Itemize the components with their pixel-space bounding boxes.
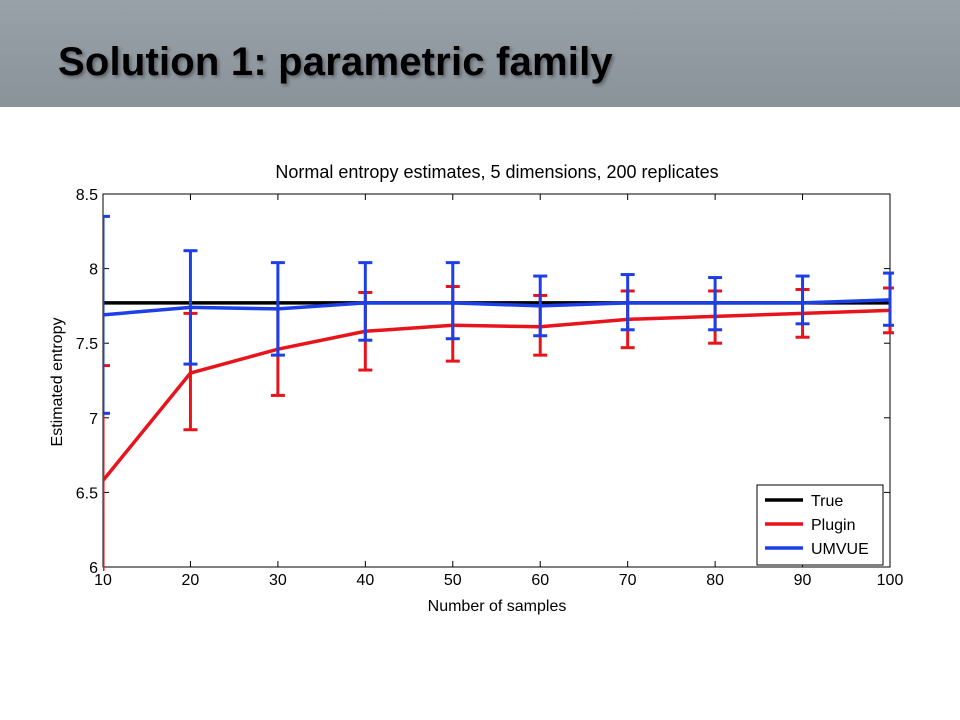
x-tick-label: 90 [794, 572, 812, 589]
y-tick-label: 8.5 [76, 187, 98, 204]
y-tick-label: 7 [89, 411, 98, 428]
x-tick-label: 100 [877, 572, 904, 589]
x-tick-label: 70 [619, 572, 637, 589]
y-tick-label: 6.5 [76, 485, 98, 502]
umvue-series-group [103, 214, 894, 415]
slide-title: Solution 1: parametric family [58, 40, 613, 84]
title-band [0, 0, 960, 107]
legend-label-plugin: Plugin [811, 517, 855, 534]
umvue-line [103, 298, 891, 317]
legend-label-true: True [811, 493, 843, 510]
x-tick-label: 20 [182, 572, 200, 589]
legend-label-umvue: UMVUE [811, 541, 869, 558]
x-tick-label: 60 [531, 572, 549, 589]
x-tick-label: 80 [706, 572, 724, 589]
y-tick-label: 6 [89, 560, 98, 577]
x-tick-label: 30 [269, 572, 287, 589]
chart-title: Normal entropy estimates, 5 dimensions, … [275, 162, 718, 182]
y-axis-label: Estimated entropy [49, 318, 66, 447]
x-tick-label: 40 [356, 572, 374, 589]
y-tick-label: 7.5 [76, 336, 98, 353]
y-tick-label: 8 [89, 262, 98, 279]
x-tick-label: 50 [444, 572, 462, 589]
plugin-line [103, 308, 891, 482]
x-tick-label: 10 [94, 572, 112, 589]
x-axis-label: Number of samples [428, 598, 567, 615]
legend: True Plugin UMVUE [756, 484, 884, 566]
